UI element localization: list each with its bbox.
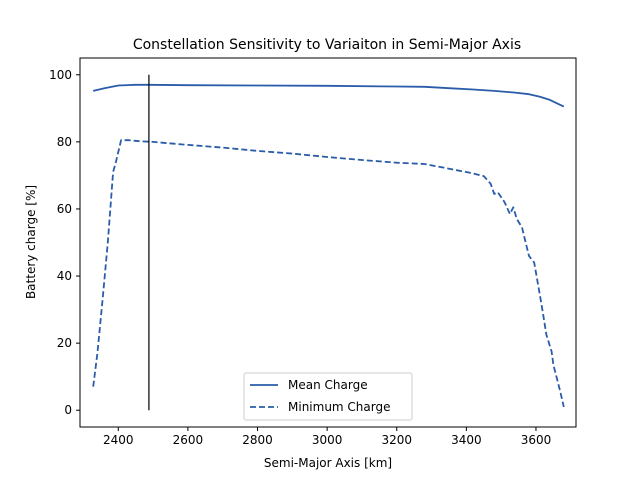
chart-title: Constellation Sensitivity to Variaiton i… [133,37,521,53]
x-tick-label: 2400 [103,433,134,447]
y-axis-label: Battery charge [%] [24,185,38,299]
y-tick-label: 0 [64,403,72,417]
x-tick-label: 2800 [242,433,273,447]
legend: Mean Charge Minimum Charge [243,372,413,421]
legend-box [243,372,413,421]
y-tick-label: 100 [49,68,72,82]
legend-label-mean-charge: Mean Charge [288,378,368,392]
series-line-minimum-charge [92,139,565,408]
y-tick-label: 80 [57,135,72,149]
y-tick-label: 20 [57,336,72,350]
x-tick-label: 3600 [521,433,552,447]
y-axis-ticks: 0 20 40 60 80 100 [49,68,80,417]
x-tick-label: 3200 [381,433,412,447]
series-line-mean-charge [92,83,565,108]
legend-label-minimum-charge: Minimum Charge [288,400,391,414]
series-layer [92,83,565,408]
y-tick-label: 40 [57,269,72,283]
plot-frame [79,57,577,428]
x-tick-label: 3400 [451,433,482,447]
x-tick-label: 2600 [173,433,204,447]
y-tick-label: 60 [57,202,72,216]
x-axis-ticks: 2400 2600 2800 3000 3200 3400 3600 [103,427,551,447]
x-tick-label: 3000 [312,433,343,447]
x-axis-label: Semi-Major Axis [km] [264,456,392,470]
